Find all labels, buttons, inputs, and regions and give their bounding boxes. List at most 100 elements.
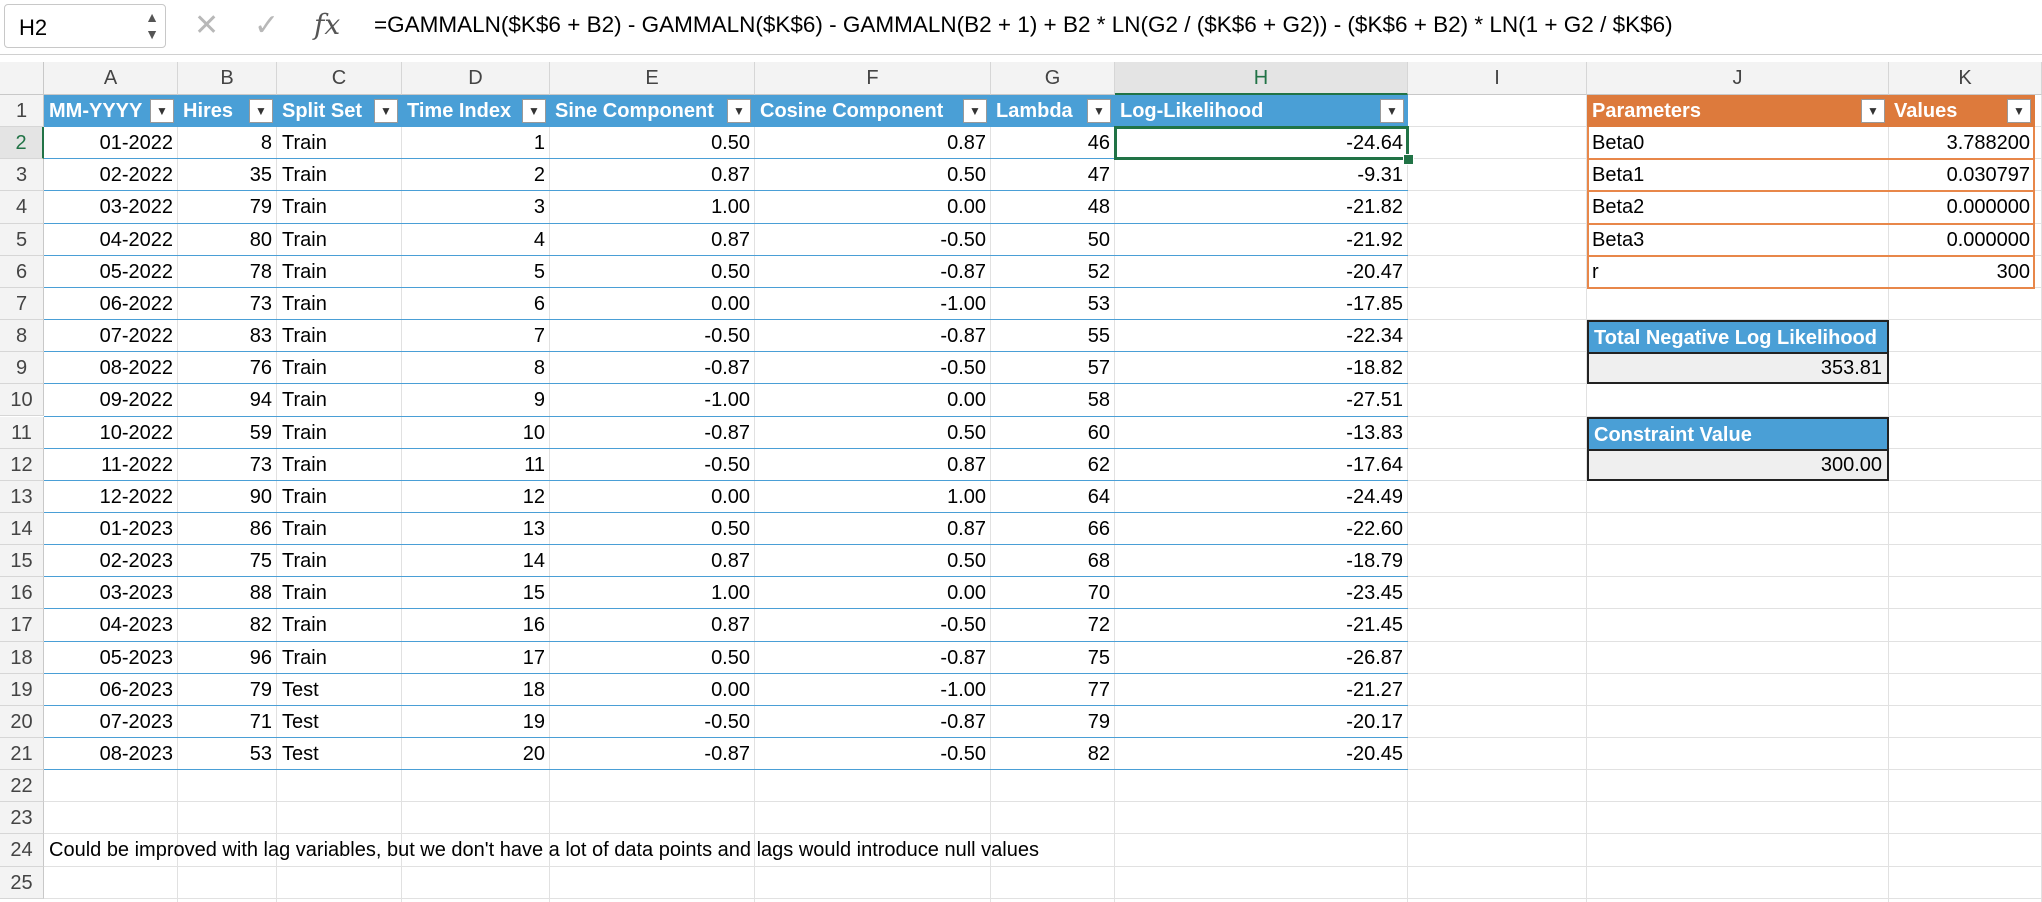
table-cell[interactable]: -0.87 <box>704 357 750 380</box>
table-cell[interactable]: -0.50 <box>940 743 986 765</box>
table-cell[interactable]: 15 <box>522 582 545 605</box>
row-header-11[interactable]: 11 <box>0 416 44 449</box>
table-cell[interactable]: 47 <box>1087 164 1110 187</box>
row-header-5[interactable]: 5 <box>0 223 44 256</box>
table-cell[interactable]: 55 <box>1087 325 1110 348</box>
row-header-19[interactable]: 19 <box>0 673 44 706</box>
table-cell[interactable]: 58 <box>1087 389 1110 412</box>
check-icon[interactable]: ✓ <box>254 9 280 42</box>
table-cell[interactable]: Train <box>282 260 327 283</box>
table-cell[interactable]: 1.00 <box>711 582 750 605</box>
table-cell[interactable]: -0.87 <box>704 421 750 444</box>
table-cell[interactable]: -9.31 <box>1357 164 1403 187</box>
row-header-1[interactable]: 1 <box>0 95 44 128</box>
table-cell[interactable]: 46 <box>1087 132 1110 155</box>
table-header-cell[interactable]: Cosine Component <box>755 95 991 128</box>
table-cell[interactable]: Train <box>282 228 327 251</box>
table-cell[interactable]: 80 <box>249 228 272 251</box>
table-cell[interactable]: 12 <box>522 485 545 508</box>
table-cell[interactable]: 01-2022 <box>99 132 173 155</box>
row-header-25[interactable]: 25 <box>0 866 44 899</box>
table-cell[interactable]: 07-2022 <box>99 325 173 348</box>
params-cell[interactable]: Beta2 <box>1592 196 1645 219</box>
table-cell[interactable]: -20.17 <box>1346 710 1403 733</box>
table-cell[interactable]: 10-2022 <box>99 421 173 444</box>
table-cell[interactable]: Train <box>282 164 327 187</box>
table-cell[interactable]: -20.45 <box>1346 743 1403 765</box>
column-header-i[interactable]: I <box>1408 62 1587 95</box>
filter-dropdown-icon[interactable]: ▼ <box>374 99 398 123</box>
table-cell[interactable]: -1.00 <box>704 389 750 412</box>
table-cell[interactable]: 50 <box>1087 228 1110 251</box>
table-cell[interactable]: 02-2022 <box>99 164 173 187</box>
close-icon[interactable]: ✕ <box>194 9 220 42</box>
row-header-22[interactable]: 22 <box>0 770 44 803</box>
table-cell[interactable]: 08-2023 <box>99 743 173 765</box>
table-cell[interactable]: 03-2023 <box>99 582 173 605</box>
table-cell[interactable]: 78 <box>249 260 272 283</box>
table-cell[interactable]: Test <box>282 710 319 733</box>
table-header-cell[interactable]: Sine Component <box>550 95 755 128</box>
table-cell[interactable]: -21.27 <box>1346 678 1403 701</box>
table-cell[interactable]: 0.87 <box>711 614 750 637</box>
filter-dropdown-icon[interactable]: ▼ <box>1087 99 1111 123</box>
table-cell[interactable]: 52 <box>1087 260 1110 283</box>
table-cell[interactable]: 6 <box>533 292 545 315</box>
table-cell[interactable]: 73 <box>249 453 272 476</box>
filter-dropdown-icon[interactable]: ▼ <box>249 99 273 123</box>
table-cell[interactable]: -0.87 <box>940 325 986 348</box>
table-cell[interactable]: 82 <box>249 614 272 637</box>
table-cell[interactable]: Train <box>282 485 327 508</box>
table-cell[interactable]: 05-2023 <box>99 646 173 669</box>
total-nll-value[interactable]: 353.81 <box>1587 352 1889 385</box>
table-cell[interactable]: -0.87 <box>704 743 750 765</box>
table-cell[interactable]: 86 <box>249 517 272 540</box>
column-header-b[interactable]: B <box>178 62 277 95</box>
filter-dropdown-icon[interactable]: ▼ <box>1380 99 1404 123</box>
table-cell[interactable]: 0.00 <box>711 678 750 701</box>
table-cell[interactable]: 04-2023 <box>99 614 173 637</box>
table-cell[interactable]: 5 <box>533 260 545 283</box>
table-cell[interactable]: 64 <box>1087 485 1110 508</box>
table-cell[interactable]: 1 <box>533 132 545 155</box>
table-cell[interactable]: -27.51 <box>1346 389 1403 412</box>
table-cell[interactable]: Train <box>282 132 327 155</box>
table-cell[interactable]: -0.50 <box>940 228 986 251</box>
table-cell[interactable]: 79 <box>249 196 272 219</box>
column-header-j[interactable]: J <box>1587 62 1889 95</box>
table-cell[interactable]: 35 <box>249 164 272 187</box>
table-cell[interactable]: 0.50 <box>947 164 986 187</box>
table-cell[interactable]: 11 <box>524 453 545 476</box>
params-cell[interactable]: r <box>1592 260 1599 283</box>
table-cell[interactable]: -0.87 <box>940 646 986 669</box>
params-cell[interactable]: 0.000000 <box>1946 228 2030 251</box>
table-cell[interactable]: 16 <box>522 614 545 637</box>
table-cell[interactable]: Test <box>282 678 319 701</box>
table-cell[interactable]: -1.00 <box>940 292 986 315</box>
table-cell[interactable]: -18.79 <box>1346 550 1403 573</box>
params-cell[interactable]: 0.030797 <box>1946 164 2030 187</box>
table-cell[interactable]: 07-2023 <box>99 710 173 733</box>
select-all-corner[interactable] <box>0 62 44 95</box>
table-cell[interactable]: 79 <box>1087 710 1110 733</box>
name-box-spinner-icon[interactable]: ▲ ▼ <box>145 9 159 42</box>
table-cell[interactable]: 13 <box>522 517 545 540</box>
table-cell[interactable]: 0.87 <box>711 164 750 187</box>
column-header-g[interactable]: G <box>991 62 1115 95</box>
row-header-23[interactable]: 23 <box>0 802 44 835</box>
table-cell[interactable]: 05-2022 <box>99 260 173 283</box>
table-cell[interactable]: -0.50 <box>704 453 750 476</box>
table-cell[interactable]: 3 <box>533 196 545 219</box>
table-cell[interactable]: -22.34 <box>1346 325 1403 348</box>
row-header-24[interactable]: 24 <box>0 834 44 867</box>
row-header-15[interactable]: 15 <box>0 545 44 578</box>
table-cell[interactable]: 0.50 <box>947 550 986 573</box>
params-cell[interactable]: 300 <box>1996 260 2030 283</box>
table-cell[interactable]: 96 <box>249 646 272 669</box>
table-cell[interactable]: -21.92 <box>1346 228 1403 251</box>
table-cell[interactable]: 71 <box>249 710 272 733</box>
table-cell[interactable]: -18.82 <box>1346 357 1403 380</box>
table-cell[interactable]: 09-2022 <box>99 389 173 412</box>
table-cell[interactable]: -24.64 <box>1346 132 1403 155</box>
table-cell[interactable]: -20.47 <box>1346 260 1403 283</box>
